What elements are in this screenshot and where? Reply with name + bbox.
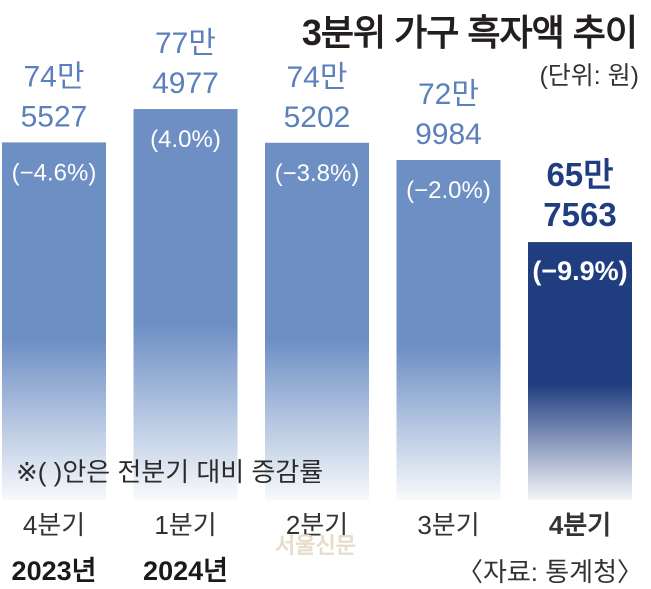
value-label-bottom-4: 9984 [415, 118, 482, 151]
value-label-top-2: 77만 [155, 27, 216, 60]
change-pct-label-5: (−9.9%) [532, 256, 627, 286]
watermark: 서울신문 [275, 533, 356, 558]
x-tick-quarter-3: 2분기 [286, 510, 348, 540]
footnote: ※( )안은 전분기 대비 증감률 [16, 457, 324, 487]
value-label-top-3: 74만 [287, 61, 348, 94]
value-label-bottom-3: 5202 [284, 101, 351, 134]
change-pct-label-4: (−2.0%) [406, 177, 491, 204]
source-label: 〈자료: 통계청〉 [456, 557, 643, 587]
x-tick-quarter-4: 3분기 [417, 510, 479, 540]
unit-label: (단위: 원) [539, 62, 639, 90]
change-pct-label-2: (4.0%) [150, 126, 221, 153]
bar-2 [133, 109, 238, 501]
value-label-bottom-2: 4977 [152, 67, 219, 100]
value-label-bottom-1: 5527 [21, 100, 88, 133]
bar-5 [528, 242, 632, 500]
bar-3 [265, 142, 369, 501]
x-tick-year-2: 2024년 [143, 556, 228, 586]
value-label-bottom-5: 7563 [543, 196, 616, 233]
x-tick-quarter-5: 4분기 [549, 510, 611, 540]
x-tick-quarter-2: 1분기 [154, 510, 216, 540]
bar-1 [2, 142, 106, 500]
chart-title: 3분위 가구 흑자액 추이 [301, 12, 638, 53]
value-label-top-1: 74만 [24, 60, 85, 93]
x-tick-quarter-1: 4분기 [23, 510, 85, 540]
x-tick-year-1: 2023년 [12, 556, 97, 586]
value-label-top-4: 72만 [418, 78, 479, 111]
change-pct-label-1: (−4.6%) [12, 159, 97, 186]
bar-4 [396, 160, 501, 500]
change-pct-label-3: (−3.8%) [275, 160, 360, 187]
value-label-top-5: 65만 [546, 156, 613, 193]
